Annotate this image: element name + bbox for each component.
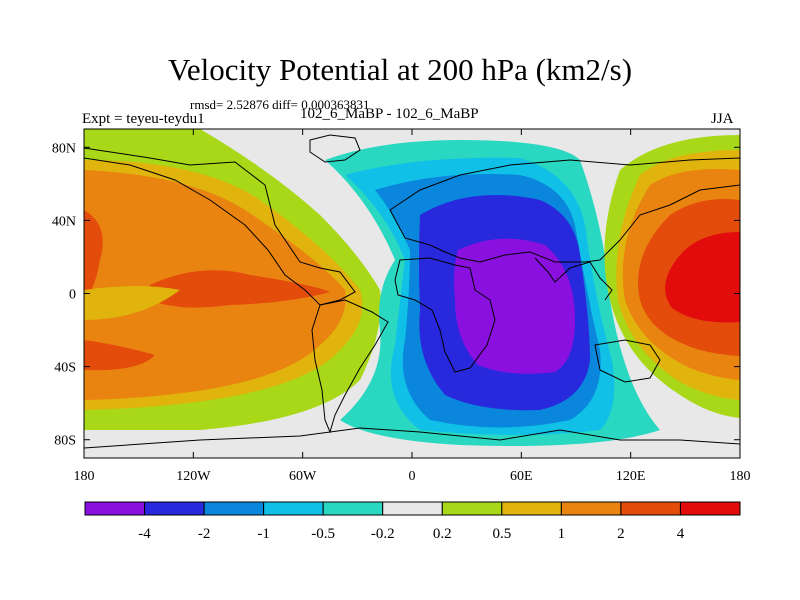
y-tick-label: 80N: [52, 141, 76, 156]
colorbar-label: -1: [257, 526, 270, 542]
chart-title: Velocity Potential at 200 hPa (km2/s): [167, 52, 633, 87]
coastline-africa: [394, 257, 496, 373]
y-tick-label: 40N: [52, 214, 76, 229]
contour-fill-neg4-africa: [454, 238, 575, 374]
colorbar-swatch: [679, 501, 741, 516]
coastline-antarctica: [84, 427, 740, 449]
colorbar-swatch: [441, 501, 503, 516]
colorbar-label: 1: [558, 526, 566, 542]
contour-fill-2-eastern-pacific: [150, 270, 330, 308]
x-tick-label: 60E: [510, 469, 533, 484]
colorbar-swatch: [84, 501, 146, 516]
colorbar-label: 2: [617, 526, 625, 542]
rmsd-diff-stats: rmsd= 2.52876 diff= 0.000363831: [190, 97, 370, 112]
experiment-label: Expt = teyeu-teydu1: [82, 111, 205, 127]
colorbar-label: -2: [198, 526, 211, 542]
contour-fill-2-south-pacific: [84, 340, 155, 371]
colorbar-swatch: [144, 501, 205, 516]
colorbar-label: 4: [677, 526, 685, 542]
coastline-south-america: [311, 299, 389, 434]
x-tick-label: 180: [74, 469, 95, 484]
colorbar-label: -4: [138, 526, 151, 542]
colorbar: -4 -2 -1 -0.5 -0.2 0.2 0.5 1 2 4: [84, 501, 741, 542]
coastline-greenland: [309, 134, 361, 163]
x-axis: 180 120W 60W 0 60E 120E 180: [74, 129, 751, 484]
coastlines: [84, 134, 740, 449]
colorbar-swatch: [501, 501, 562, 516]
x-tick-label: 120E: [616, 469, 646, 484]
colorbar-swatch: [382, 501, 443, 516]
y-axis: 80N 40N 0 40S 80S: [52, 141, 740, 449]
x-tick-label: 180: [730, 469, 751, 484]
y-tick-label: 40S: [54, 361, 76, 376]
comparison-label: 102_6_MaBP - 102_6_MaBP: [300, 106, 479, 122]
contour-fill-4-west-pacific: [665, 232, 740, 323]
x-tick-label: 120W: [176, 469, 211, 484]
colorbar-label: -0.2: [371, 526, 395, 542]
contour-fill-2-central-pacific-north: [84, 210, 103, 300]
colorbar-swatch: [203, 501, 265, 516]
season-label: JJA: [711, 111, 734, 127]
coastline-australia: [594, 339, 661, 383]
colorbar-label: -0.5: [311, 526, 335, 542]
coastline-eurasia: [389, 157, 740, 263]
x-tick-label: 60W: [289, 469, 317, 484]
colorbar-label: 0.2: [433, 526, 452, 542]
coastline-india-southeast-asia: [534, 257, 613, 301]
coastline-north-america: [84, 147, 356, 306]
x-tick-label: 0: [409, 469, 416, 484]
colorbar-label: 0.5: [492, 526, 511, 542]
y-tick-label: 0: [69, 288, 76, 303]
colorbar-swatch: [322, 501, 384, 516]
colorbar-swatch: [263, 501, 324, 516]
colorbar-swatch: [560, 501, 622, 516]
y-tick-label: 80S: [54, 434, 76, 449]
plot-area: [84, 129, 740, 458]
colorbar-swatch: [620, 501, 681, 516]
contour-fill-0p5-eastern-tropics-band: [84, 286, 180, 320]
